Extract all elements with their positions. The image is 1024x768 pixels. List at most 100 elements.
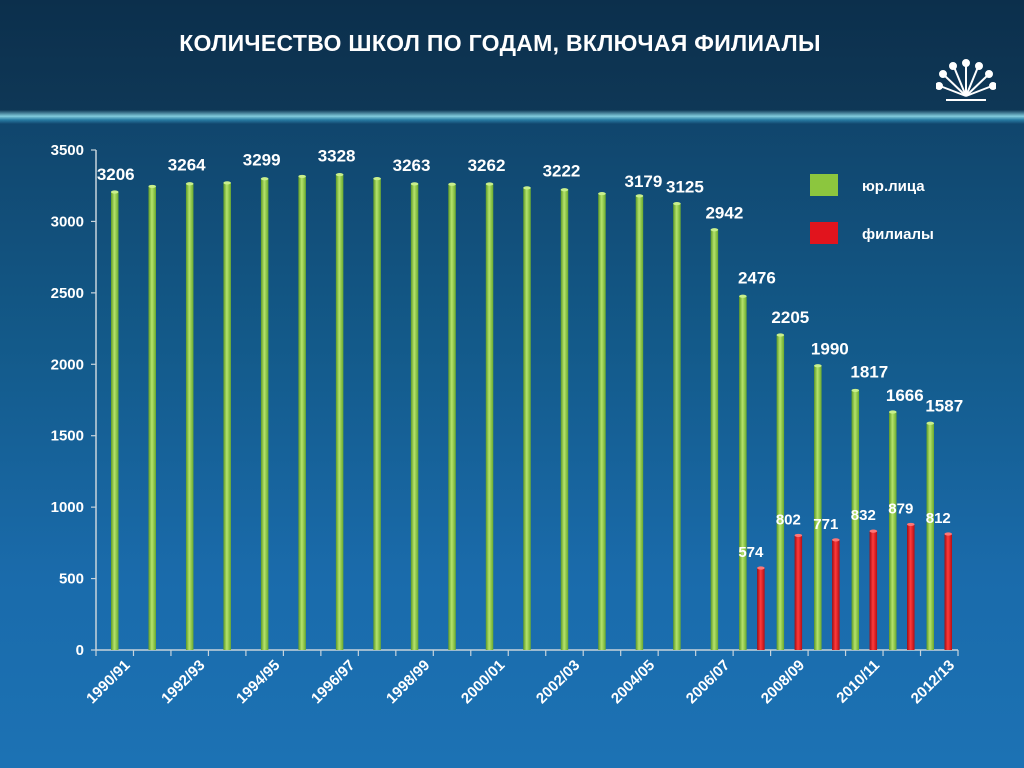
x-tick-label: 1990/91 <box>83 657 133 707</box>
legend-label-green: юр.лица <box>862 178 925 195</box>
chart-bars <box>110 172 953 651</box>
bar-green-1995/96 <box>298 176 306 650</box>
data-label-green: 2476 <box>738 268 776 287</box>
data-label-red: 832 <box>851 507 876 524</box>
bar-green-cap <box>523 186 531 190</box>
bar-green-2010/11 <box>851 390 860 650</box>
x-tick-label: 2012/13 <box>908 657 958 707</box>
bar-green-2001/02 <box>523 187 531 650</box>
y-tick-label: 2500 <box>51 285 84 302</box>
data-label-green: 1587 <box>925 396 963 415</box>
bar-green-cap <box>485 182 494 186</box>
decorative-stripe <box>0 110 1024 124</box>
data-label-green: 3179 <box>625 172 663 191</box>
bar-green-cap <box>223 181 231 185</box>
bar-green-cap <box>710 228 719 232</box>
bar-red-cap <box>944 532 953 536</box>
y-tick-label: 3500 <box>51 142 84 159</box>
bar-red-cap <box>869 529 878 533</box>
x-tick-label: 2010/11 <box>833 657 883 707</box>
data-label-green: 3328 <box>318 147 356 166</box>
bar-green-cap <box>185 182 194 186</box>
y-tick-label: 1000 <box>51 499 84 516</box>
bar-green-cap <box>448 182 456 186</box>
chart-legend: юр.лица филиалы <box>810 174 934 244</box>
data-label-red: 802 <box>776 511 801 528</box>
data-label-green: 2205 <box>771 308 809 327</box>
y-tick-label: 3000 <box>51 213 84 230</box>
x-tick-label: 1998/99 <box>383 657 433 707</box>
bar-green-cap <box>373 176 381 181</box>
bar-green-1994/95 <box>260 178 269 650</box>
bar-green-cap <box>673 201 681 206</box>
data-label-green: 3262 <box>468 156 506 175</box>
bar-green-cap <box>814 364 822 368</box>
bar-green-2003/04 <box>598 193 606 651</box>
bar-green-cap <box>298 174 306 179</box>
bar-green-2000/01 <box>485 184 494 650</box>
data-label-green: 2942 <box>705 204 743 223</box>
bar-green-2006/07 <box>710 229 719 650</box>
bar-green-2011/12 <box>889 412 897 650</box>
bar-green-cap <box>598 191 606 196</box>
bar-green-2008/09 <box>776 335 785 650</box>
y-tick-label: 0 <box>76 642 84 659</box>
kurai-flower-logo-icon <box>936 59 996 101</box>
bar-red-2009/10 <box>832 539 840 650</box>
data-label-green: 3206 <box>97 165 135 184</box>
bar-green-1998/99 <box>410 183 419 650</box>
bar-green-2002/03 <box>560 189 569 650</box>
bar-green-cap <box>776 333 785 337</box>
bar-green-cap <box>889 410 897 414</box>
legend-swatch-red <box>810 222 838 244</box>
x-tick-label: 2006/07 <box>683 657 733 707</box>
x-tick-label: 2004/05 <box>608 657 658 707</box>
data-label-green: 3264 <box>168 156 206 175</box>
bar-green-1990/91 <box>110 192 119 650</box>
bar-red-cap <box>757 566 765 570</box>
legend-label-red: филиалы <box>862 226 934 243</box>
bar-green-cap <box>851 388 860 393</box>
chart-data-labels: 3206 3264 3299 3328 3263 3262 3222 3179 31252942… <box>97 147 963 561</box>
data-label-red: 812 <box>926 510 951 527</box>
bar-green-1991/92 <box>148 186 156 650</box>
bar-green-1999/00 <box>448 184 456 651</box>
y-tick-label: 2000 <box>51 356 84 373</box>
data-label-red: 771 <box>813 516 838 533</box>
bar-green-1992/93 <box>185 183 194 650</box>
data-label-green: 3299 <box>243 151 281 170</box>
bar-green-2005/06 <box>673 203 681 651</box>
data-label-green: 3263 <box>393 156 431 175</box>
y-tick-label: 500 <box>59 571 84 588</box>
x-tick-label: 1992/93 <box>158 657 208 707</box>
x-tick-label: 2002/03 <box>533 657 583 707</box>
x-tick-label: 2008/09 <box>758 657 808 707</box>
bar-green-2007/08 <box>739 296 747 650</box>
bar-green-cap <box>410 182 419 186</box>
title-band <box>0 0 1024 118</box>
y-tick-label: 1500 <box>51 428 84 445</box>
slide-title: КОЛИЧЕСТВО ШКОЛ ПО ГОДАМ, ВКЛЮЧАЯ ФИЛИАЛ… <box>179 30 821 56</box>
data-label-green: 3222 <box>543 162 581 181</box>
bar-red-2011/12 <box>907 524 915 650</box>
bar-green-cap <box>739 294 747 298</box>
bar-green-cap <box>635 194 644 198</box>
bar-green-cap <box>110 190 119 194</box>
bar-red-2007/08 <box>757 568 765 650</box>
bar-red-cap <box>794 533 803 538</box>
bar-green-2009/10 <box>814 365 822 650</box>
data-label-green: 1817 <box>850 362 888 381</box>
bar-green-1996/97 <box>335 174 344 651</box>
data-label-red: 574 <box>738 544 764 561</box>
bar-red-2008/09 <box>794 535 803 650</box>
bar-red-2010/11 <box>869 531 878 650</box>
data-label-green: 3125 <box>666 178 704 197</box>
bar-red-2012/13 <box>944 534 953 650</box>
x-tick-label: 1994/95 <box>233 657 283 707</box>
bar-red-cap <box>832 538 840 542</box>
data-label-green: 1990 <box>811 340 849 359</box>
bar-green-cap <box>260 177 269 181</box>
bar-green-1993/94 <box>223 182 231 650</box>
bar-green-1997/98 <box>373 178 381 651</box>
